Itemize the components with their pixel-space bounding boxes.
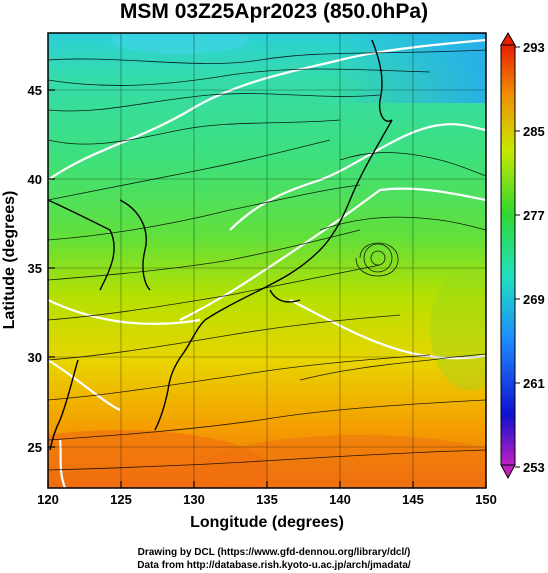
data-credit: Data from http://database.rish.kyoto-u.a… bbox=[137, 560, 411, 571]
colorbar-tick-label: 253 bbox=[523, 460, 545, 475]
colorbar-tick-label: 269 bbox=[523, 292, 545, 307]
x-tick-label: 150 bbox=[475, 492, 497, 507]
colorbar-tick-label: 277 bbox=[523, 208, 545, 223]
coastlines bbox=[48, 39, 393, 451]
y-tick-label: 25 bbox=[28, 440, 42, 455]
isotherm-lines bbox=[48, 38, 486, 488]
colorbar bbox=[500, 32, 520, 480]
y-tick-label: 45 bbox=[28, 83, 42, 98]
x-tick-label: 135 bbox=[256, 492, 278, 507]
x-tick-label: 130 bbox=[183, 492, 205, 507]
colorbar-tick-label: 293 bbox=[523, 40, 545, 55]
drawing-credit: Drawing by DCL (https://www.gfd-dennou.o… bbox=[137, 547, 411, 558]
map-grid bbox=[48, 33, 486, 488]
wind-streamlines bbox=[48, 49, 486, 471]
colorbar-max-arrow bbox=[500, 32, 516, 46]
colorbar-min-arrow bbox=[500, 464, 516, 480]
x-axis-label: Longitude (degrees) bbox=[190, 514, 344, 531]
x-tick-label: 120 bbox=[37, 492, 59, 507]
x-tick-marks bbox=[47, 89, 487, 488]
x-tick-label: 125 bbox=[110, 492, 132, 507]
y-axis-label: Latitude (degrees) bbox=[1, 191, 18, 330]
x-tick-label: 145 bbox=[402, 492, 424, 507]
y-tick-label: 35 bbox=[28, 261, 42, 276]
y-tick-label: 40 bbox=[28, 172, 42, 187]
colorbar-tick-label: 285 bbox=[523, 124, 545, 139]
map-title: MSM 03Z25Apr2023 (850.0hPa) bbox=[119, 0, 429, 23]
colorbar-tick-label: 261 bbox=[523, 376, 545, 391]
x-tick-label: 140 bbox=[329, 492, 351, 507]
y-tick-label: 30 bbox=[28, 350, 42, 365]
